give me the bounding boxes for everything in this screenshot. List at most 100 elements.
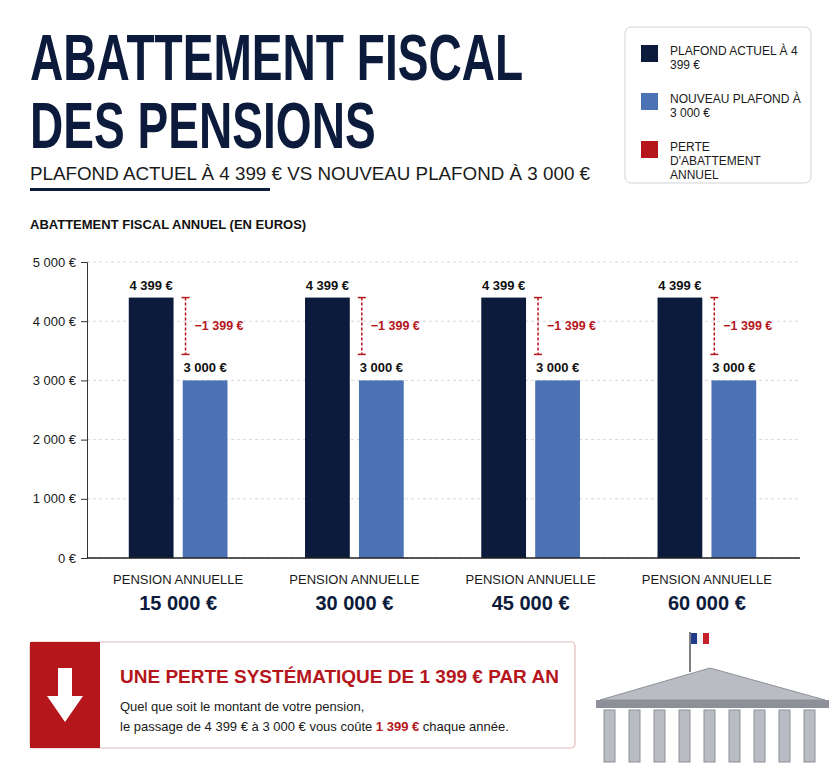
grid [87, 262, 800, 558]
difference-cap [534, 354, 542, 356]
background [0, 0, 833, 768]
y-tick-label: 1 000 € [33, 491, 77, 506]
y-tick: 3 000 € [33, 373, 87, 388]
y-tick-mark [81, 558, 87, 559]
difference-line [537, 298, 539, 355]
x-tick-label: 15 000 € [139, 592, 217, 614]
y-tick: 1 000 € [33, 491, 87, 506]
grid-line [87, 262, 800, 263]
callout: UNE PERTE SYSTÉMATIQUE DE 1 399 € PAR AN… [30, 642, 575, 748]
y-tick: 0 € [58, 551, 87, 566]
y-tick: 4 000 € [33, 314, 87, 329]
bar [359, 380, 404, 558]
y-tick-label: 0 € [58, 551, 77, 566]
y-tick-mark [81, 440, 87, 441]
bar [183, 380, 228, 558]
difference-cap [358, 297, 366, 299]
x-axis [87, 558, 800, 559]
legend-label-line: D'ABATTEMENT [670, 154, 761, 168]
building-part [697, 633, 703, 644]
legend-box [625, 27, 811, 183]
x-tick-label: PENSION ANNUELLE [289, 572, 419, 587]
callout-box [30, 642, 575, 748]
difference-cap [358, 354, 366, 356]
x-axis-line [87, 557, 800, 559]
bar [129, 298, 174, 558]
building-part [600, 668, 825, 700]
subtitle-underline [30, 188, 270, 191]
data-label: 3 000 € [183, 360, 226, 375]
bar [658, 298, 703, 558]
legend-label: NOUVEAU PLAFOND À3 000 € [670, 91, 801, 120]
plot-marks [129, 298, 756, 558]
y-tick: 2 000 € [33, 432, 87, 447]
y-axis-title: ABATTEMENT FISCAL ANNUEL (EN EUROS) [30, 217, 306, 232]
callout-arrow [47, 668, 83, 722]
y-tick-mark [81, 262, 87, 263]
legend-label: PLAFOND ACTUEL À 4399 € [670, 43, 798, 72]
building-part [596, 700, 829, 708]
y-tick-label: 2 000 € [33, 432, 77, 447]
bar [711, 380, 756, 558]
y-axis-line [81, 263, 88, 559]
difference-bracket [182, 298, 190, 355]
legend-swatch [641, 141, 658, 158]
building-part [804, 710, 815, 762]
x-tick-label: 45 000 € [492, 592, 570, 614]
legend: PLAFOND ACTUEL À 4399 € NOUVEAU PLAFOND À… [625, 27, 811, 183]
callout-text: le passage de 4 399 € à 3 000 € vous coû… [120, 719, 509, 734]
legend-label: PERTED'ABATTEMENTANNUEL [670, 140, 761, 182]
building-part [629, 710, 640, 762]
building-part [704, 710, 715, 762]
x-tick-label: 60 000 € [668, 592, 746, 614]
difference-cap [710, 354, 718, 356]
legend-label-line: PERTE [670, 140, 710, 154]
bar [535, 380, 580, 558]
x-tick-label: PENSION ANNUELLE [642, 572, 772, 587]
callout-text-part: chaque année. [423, 719, 509, 734]
callout-text-part: Quel que soit le montant de votre pensio… [120, 699, 364, 714]
data-label: 3 000 € [360, 360, 403, 375]
y-tick-label: 3 000 € [33, 373, 77, 388]
y-tick-mark [81, 499, 87, 500]
bar [305, 298, 350, 558]
building-part [691, 633, 697, 644]
x-tick-label: 30 000 € [315, 592, 393, 614]
building-part [654, 710, 665, 762]
callout-text-part: 1 399 € [376, 719, 419, 734]
chart-root: ABATTEMENT FISCALDES PENSIONSPLAFOND ACT… [0, 0, 833, 768]
building-part [703, 633, 709, 644]
legend-label-line: 3 000 € [670, 106, 710, 120]
building-illustration [596, 632, 829, 762]
callout-text: Quel que soit le montant de votre pensio… [120, 699, 364, 714]
difference-cap [182, 297, 190, 299]
y-tick-label: 5 000 € [33, 255, 77, 270]
title: ABATTEMENT FISCAL [30, 22, 523, 94]
building-part [729, 710, 740, 762]
difference-cap [710, 297, 718, 299]
building-part [754, 710, 765, 762]
subtitle: PLAFOND ACTUEL À 4 399 € VS NOUVEAU PLAF… [30, 163, 590, 184]
data-label: 3 000 € [712, 360, 755, 375]
difference-line [361, 298, 363, 355]
legend-swatch [641, 45, 658, 62]
legend-label-line: PLAFOND ACTUEL À 4 [670, 43, 798, 58]
grid-line [87, 558, 800, 559]
difference-line [185, 298, 187, 355]
legend-label-line: NOUVEAU PLAFOND À [670, 91, 801, 106]
y-tick: 5 000 € [33, 255, 87, 270]
callout-title: UNE PERTE SYSTÉMATIQUE DE 1 399 € PAR AN [120, 666, 559, 687]
data-label: 4 399 € [658, 278, 701, 293]
data-label: 3 000 € [536, 360, 579, 375]
y-tick-mark [81, 321, 87, 322]
difference-bracket [358, 298, 366, 355]
title: DES PENSIONS [30, 90, 376, 162]
building-part [679, 710, 690, 762]
data-label: 4 399 € [129, 278, 172, 293]
x-tick-label: PENSION ANNUELLE [466, 572, 596, 587]
legend-label-line: 399 € [670, 58, 700, 72]
difference-label: −1 399 € [723, 319, 772, 333]
difference-label: −1 399 € [371, 319, 420, 333]
building-part [779, 710, 790, 762]
callout-icon-bg [30, 642, 100, 748]
